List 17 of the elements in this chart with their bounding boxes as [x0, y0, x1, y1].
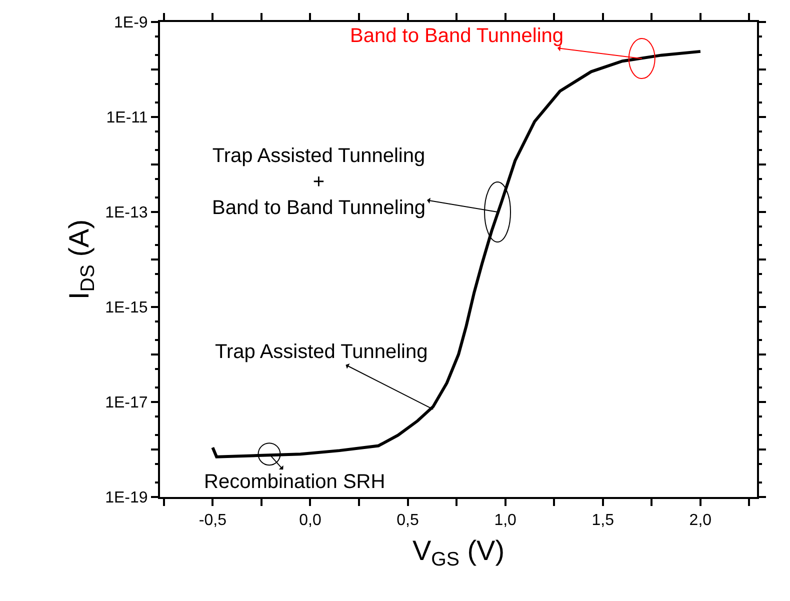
- annotation: Trap Assisted Tunneling: [215, 341, 428, 363]
- x-axis-title: V$_{GS}$ (V): [412, 534, 505, 571]
- y-tick-label: 1E-11: [106, 110, 148, 127]
- x-tick-label: 1,5: [592, 512, 614, 530]
- y-tick-label: 1E-19: [105, 490, 148, 507]
- x-tick-label: 0,0: [299, 512, 322, 530]
- x-tick-label: 0,5: [396, 512, 419, 530]
- annotation: Band to Band Tunneling: [350, 25, 564, 47]
- annotation: Trap Assisted Tunneling + Band to Band Tunneling: [212, 145, 426, 219]
- y-tick-label: 1E-17: [105, 394, 148, 412]
- x-tick-label: 2,0: [689, 512, 712, 530]
- x-tick-label: 1,0: [494, 512, 517, 530]
- annotation: Recombination SRH: [204, 471, 386, 493]
- y-tick-label: 1E-15: [105, 300, 148, 317]
- y-tick-label: 1E-13: [105, 204, 148, 222]
- y-tick-label: 1E-9: [114, 14, 148, 32]
- x-tick-label: -0,5: [198, 512, 227, 530]
